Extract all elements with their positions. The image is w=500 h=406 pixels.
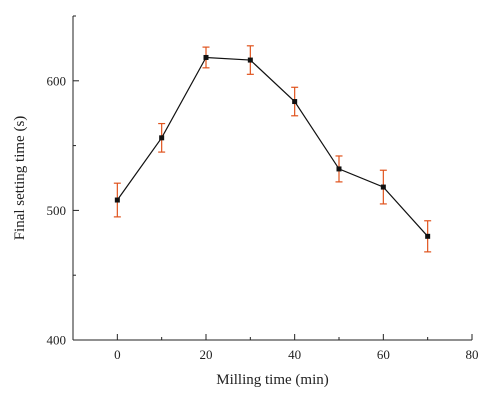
y-tick-label: 400 [47, 333, 67, 348]
series-line [116, 56, 429, 237]
data-point-marker [380, 184, 386, 190]
x-tick-label: 80 [466, 347, 479, 362]
axes [72, 16, 472, 341]
data-point-marker [203, 54, 209, 60]
x-tick-label: 40 [288, 347, 301, 362]
data-point-marker [336, 166, 342, 172]
x-axis-label: Milling time (min) [216, 372, 329, 388]
data-point-marker [114, 197, 120, 203]
data-point-marker [159, 135, 165, 141]
data-point-marker [247, 57, 253, 63]
y-axis-label: Final setting time (s) [12, 116, 28, 241]
error-bars [113, 45, 432, 253]
tick-labels: 0 20 40 60 80 400 500 600 [47, 73, 479, 362]
data-point-marker [292, 99, 298, 105]
series-line-group [116, 56, 429, 237]
x-tick-label: 20 [200, 347, 213, 362]
markers [114, 54, 431, 239]
ticks [72, 15, 473, 341]
x-tick-label: 0 [114, 347, 121, 362]
y-tick-label: 500 [47, 203, 67, 218]
x-tick-label: 60 [377, 347, 390, 362]
data-point-marker [425, 233, 431, 239]
y-tick-label: 600 [47, 73, 67, 88]
